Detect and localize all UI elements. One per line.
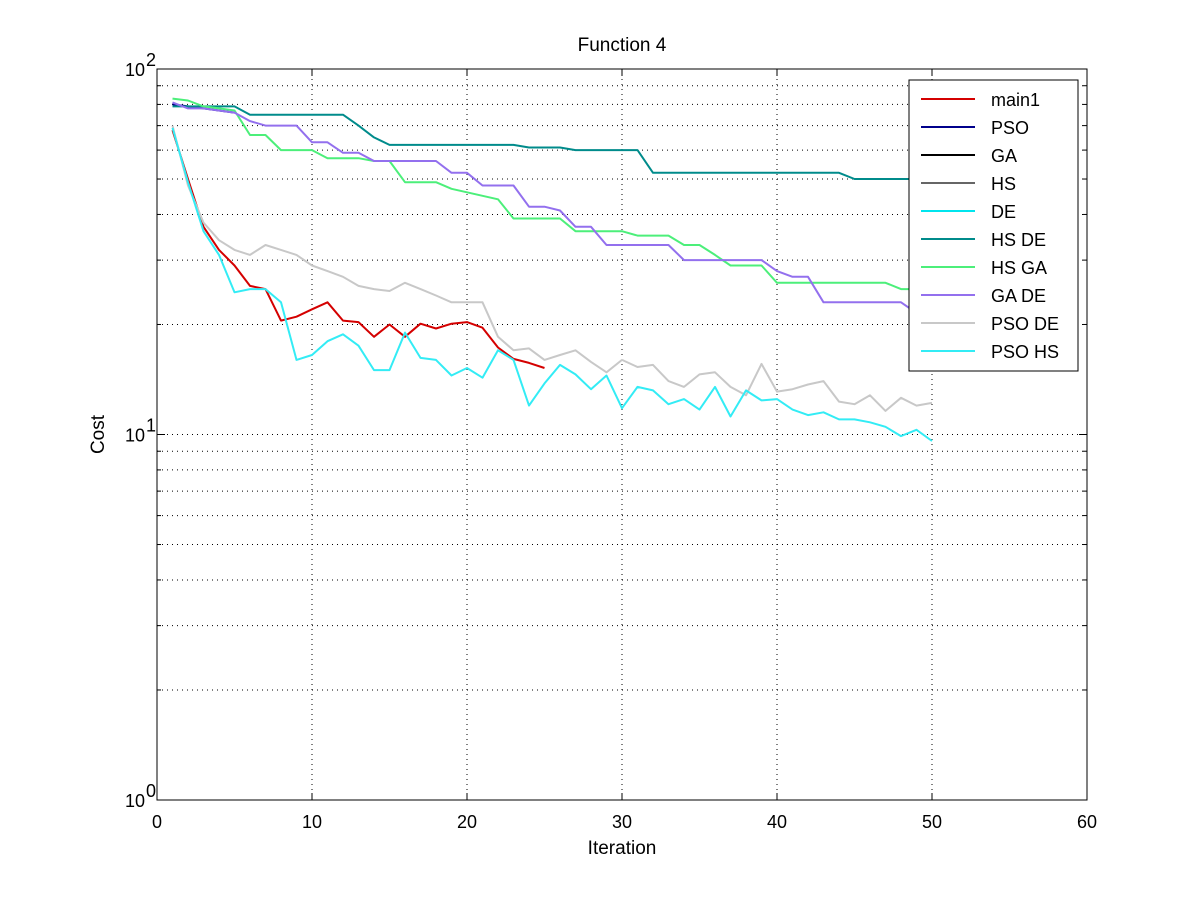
- y-tick-base: 10: [125, 60, 145, 80]
- legend-entry: HS DE: [921, 230, 1046, 250]
- legend-entry: PSO: [921, 118, 1029, 138]
- y-tick-label: 10 1: [125, 416, 156, 446]
- x-tick-label: 0: [152, 812, 162, 832]
- y-tick-base: 10: [125, 791, 145, 811]
- series-line-pso-de: [171, 125, 933, 412]
- legend-entry: PSO DE: [921, 314, 1059, 334]
- y-tick-exponent: 0: [146, 781, 156, 801]
- legend-entry: main1: [921, 90, 1040, 110]
- legend-label: GA: [991, 146, 1017, 166]
- legend-entry: DE: [921, 202, 1016, 222]
- legend-label: main1: [991, 90, 1040, 110]
- series-line-hs-ga: [172, 97, 917, 291]
- legend-label: DE: [991, 202, 1016, 222]
- legend-label: HS DE: [991, 230, 1046, 250]
- series-line-pso-hs: [171, 127, 933, 442]
- legend-label: HS: [991, 174, 1016, 194]
- legend-entry: GA: [921, 146, 1017, 166]
- y-tick-exponent: 2: [146, 50, 156, 70]
- legend: main1 PSO GA HS DE HS DE HS GA GA DE PSO DE PSO H…: [908, 79, 1079, 372]
- x-tick-label: 10: [302, 812, 322, 832]
- x-tick-label: 60: [1077, 812, 1097, 832]
- legend-entry: HS: [921, 174, 1016, 194]
- legend-label: GA DE: [991, 286, 1046, 306]
- series-lines: [171, 97, 933, 442]
- legend-entry: HS GA: [921, 258, 1047, 278]
- series-line-ga-de: [172, 101, 918, 314]
- legend-label: HS GA: [991, 258, 1047, 278]
- series-line-hs-de: [172, 105, 932, 180]
- x-tick-label: 50: [922, 812, 942, 832]
- legend-label: PSO HS: [991, 342, 1059, 362]
- x-axis-label: Iteration: [588, 838, 657, 859]
- legend-label: PSO DE: [991, 314, 1059, 334]
- x-tick-label: 30: [612, 812, 632, 832]
- y-tick-label: 10 2: [125, 50, 156, 80]
- y-tick-base: 10: [125, 426, 145, 446]
- legend-label: PSO: [991, 118, 1029, 138]
- series-line-main1: [171, 129, 545, 369]
- legend-entry: GA DE: [921, 286, 1046, 306]
- x-tick-label: 40: [767, 812, 787, 832]
- y-axis-label: Cost: [88, 414, 109, 454]
- legend-entry: PSO HS: [921, 342, 1059, 362]
- y-tick-label: 10 0: [125, 781, 156, 811]
- y-tick-exponent: 1: [146, 416, 156, 436]
- chart-title: Function 4: [578, 35, 667, 56]
- x-tick-label: 20: [457, 812, 477, 832]
